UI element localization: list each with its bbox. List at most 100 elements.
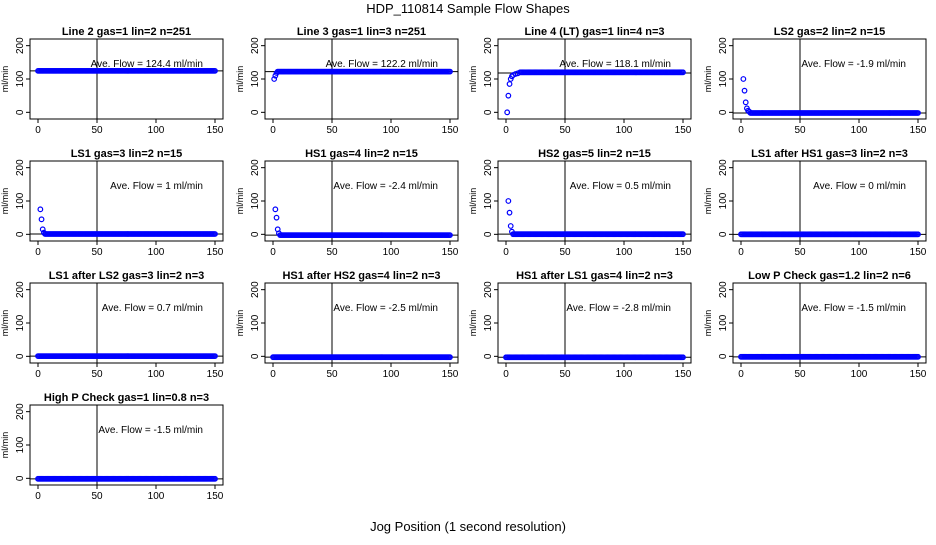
x-tick-label: 100	[148, 369, 165, 380]
y-tick-label: 0	[250, 109, 261, 115]
data-point	[37, 206, 44, 213]
x-tick-label: 150	[675, 369, 692, 380]
y-tick-label: 200	[250, 159, 261, 176]
data-point	[506, 81, 513, 87]
x-tick-label: 100	[148, 125, 165, 136]
x-tick-label: 50	[91, 369, 103, 380]
plot-frame	[497, 38, 692, 120]
chart-panel: Line 3 gas=1 lin=3 n=251 0 100 200 ml/min 0 50…	[235, 26, 459, 136]
x-tick-label: 50	[559, 125, 571, 136]
data-point	[915, 231, 921, 238]
chart-panel: LS1 after HS1 gas=3 lin=2 n=3 0 100 200 ml/m…	[703, 148, 927, 258]
y-tick-label: 200	[15, 281, 26, 298]
x-tick-label: 100	[383, 125, 400, 136]
average-flow-annotation: Ave. Flow = 0 ml/min	[813, 181, 906, 192]
data-point	[273, 214, 280, 221]
average-flow-annotation: Ave. Flow = 124.4 ml/min	[91, 59, 203, 70]
x-tick-label: 0	[270, 369, 276, 380]
plot-frame	[497, 160, 692, 242]
x-tick-label: 50	[794, 247, 806, 258]
plot-frame	[732, 38, 927, 120]
y-tick-label: 100	[483, 192, 494, 209]
x-tick-label: 150	[910, 247, 927, 258]
y-tick-label: 100	[250, 314, 261, 331]
plot-frame	[732, 282, 927, 364]
x-tick-label: 0	[270, 247, 276, 258]
y-axis-title: ml/min	[0, 310, 10, 337]
y-tick-label: 100	[483, 314, 494, 331]
x-tick-label: 0	[35, 491, 41, 502]
x-tick-label: 50	[559, 247, 571, 258]
x-tick-label: 150	[207, 247, 224, 258]
panel-title: HS2 gas=5 lin=2 n=15	[538, 148, 651, 160]
y-tick-label: 0	[15, 109, 26, 115]
x-tick-label: 100	[851, 125, 868, 136]
x-tick-label: 100	[616, 125, 633, 136]
y-tick-label: 100	[15, 436, 26, 453]
plot-frame	[264, 160, 459, 242]
data-point	[447, 68, 453, 75]
y-tick-label: 200	[15, 37, 26, 54]
chart-panel: LS1 after LS2 gas=3 lin=2 n=3 0 100 200 ml/m…	[0, 270, 224, 380]
plot-frame	[29, 404, 224, 486]
data-point	[741, 87, 748, 94]
y-tick-label: 0	[483, 231, 494, 237]
y-axis-title: ml/min	[703, 188, 713, 215]
y-tick-label: 200	[483, 37, 494, 54]
average-flow-annotation: Ave. Flow = 0.7 ml/min	[102, 303, 203, 314]
y-tick-label: 0	[15, 353, 26, 359]
y-axis-title: ml/min	[0, 432, 10, 459]
x-tick-label: 150	[675, 247, 692, 258]
average-flow-annotation: Ave. Flow = 118.1 ml/min	[559, 59, 671, 70]
y-tick-label: 200	[15, 403, 26, 420]
data-point	[212, 231, 218, 237]
data-point	[271, 76, 278, 82]
x-tick-label: 150	[207, 125, 224, 136]
chart-panel: Low P Check gas=1.2 lin=2 n=6 0 100 200 ml/m…	[703, 270, 927, 380]
x-tick-label: 0	[503, 247, 509, 258]
y-tick-label: 0	[718, 109, 729, 115]
plot-frame	[264, 282, 459, 364]
x-tick-label: 0	[738, 247, 744, 258]
y-axis-title: ml/min	[468, 310, 478, 337]
x-tick-label: 50	[91, 247, 103, 258]
average-flow-annotation: Ave. Flow = 122.2 ml/min	[326, 59, 438, 70]
x-tick-label: 50	[794, 125, 806, 136]
x-tick-label: 0	[738, 125, 744, 136]
panel-title: LS1 after HS1 gas=3 lin=2 n=3	[751, 148, 908, 160]
x-tick-label: 150	[442, 125, 459, 136]
chart-panel: HS1 gas=4 lin=2 n=15 0 100 200 ml/min 0 50 100 1…	[235, 148, 459, 258]
y-tick-label: 100	[15, 70, 26, 87]
panel-title: High P Check gas=1 lin=0.8 n=3	[44, 392, 209, 404]
data-point	[680, 69, 686, 76]
y-axis-title: ml/min	[235, 66, 245, 93]
y-tick-label: 100	[718, 314, 729, 331]
y-axis-title: ml/min	[703, 310, 713, 337]
y-tick-label: 200	[15, 159, 26, 176]
x-tick-label: 150	[910, 125, 927, 136]
x-tick-label: 50	[326, 247, 338, 258]
y-tick-label: 0	[483, 353, 494, 359]
data-point	[915, 353, 921, 360]
average-flow-annotation: Ave. Flow = 1 ml/min	[110, 181, 203, 192]
data-point	[680, 354, 686, 361]
x-tick-label: 0	[35, 247, 41, 258]
average-flow-annotation: Ave. Flow = -2.5 ml/min	[333, 303, 438, 314]
chart-panel: Line 4 (LT) gas=1 lin=4 n=3 0 100 200 ml/min…	[468, 26, 692, 136]
x-tick-label: 100	[851, 369, 868, 380]
plot-frame	[29, 282, 224, 364]
x-tick-label: 100	[616, 369, 633, 380]
panel-title: HS1 after LS1 gas=4 lin=2 n=3	[516, 270, 673, 282]
plot-frame	[29, 160, 224, 242]
y-tick-label: 100	[15, 192, 26, 209]
x-tick-label: 100	[383, 369, 400, 380]
x-tick-label: 50	[794, 369, 806, 380]
data-point	[39, 226, 46, 233]
chart-panel: LS2 gas=2 lin=2 n=15 0 100 200 ml/min 0 50 100 1…	[703, 26, 927, 136]
data-point	[742, 99, 749, 106]
y-tick-label: 100	[483, 70, 494, 87]
panel-title: HS1 after HS2 gas=4 lin=2 n=3	[282, 270, 440, 282]
y-tick-label: 200	[718, 159, 729, 176]
y-tick-label: 200	[250, 281, 261, 298]
